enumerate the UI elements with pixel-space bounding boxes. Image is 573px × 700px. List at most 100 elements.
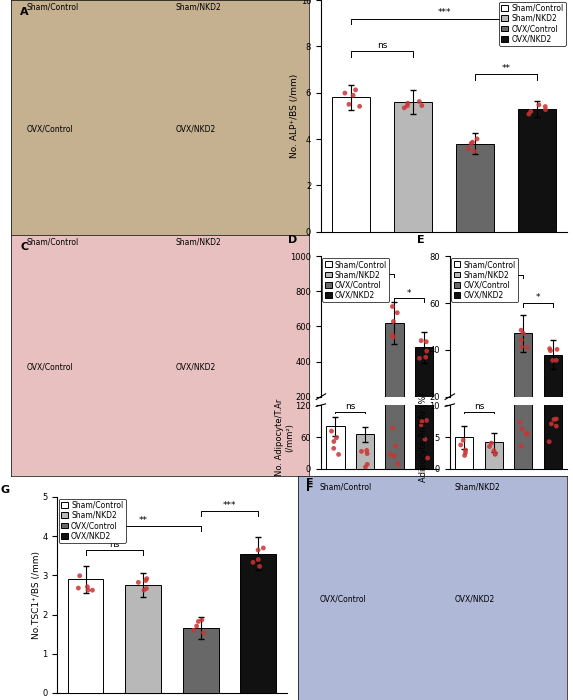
- Text: ***: ***: [487, 265, 501, 274]
- Bar: [455, 437, 473, 469]
- Point: [393, 307, 402, 318]
- Bar: [544, 226, 562, 469]
- Point: [189, 624, 198, 636]
- Point: [388, 422, 397, 433]
- Bar: [356, 435, 374, 469]
- Point: [363, 448, 372, 459]
- Point: [389, 316, 398, 327]
- Point: [458, 424, 467, 435]
- Point: [348, 90, 358, 101]
- Point: [253, 545, 262, 556]
- Point: [355, 101, 364, 112]
- Point: [332, 432, 341, 443]
- Point: [390, 450, 399, 461]
- Bar: [326, 426, 344, 469]
- Point: [461, 447, 470, 458]
- Point: [422, 415, 431, 426]
- Point: [327, 412, 336, 423]
- Point: [351, 84, 360, 95]
- Point: [340, 88, 350, 99]
- Text: OVX/NKD2: OVX/NKD2: [454, 595, 494, 603]
- Text: *: *: [536, 293, 540, 302]
- Text: OVX/NKD2: OVX/NKD2: [175, 125, 215, 134]
- Point: [489, 445, 499, 456]
- Point: [473, 133, 482, 144]
- Point: [458, 435, 468, 446]
- Point: [517, 440, 526, 452]
- Point: [142, 583, 151, 594]
- Point: [388, 301, 397, 312]
- Point: [468, 136, 477, 148]
- Y-axis label: Adipocyte Ar/T.Ar (%): Adipocyte Ar/T.Ar (%): [419, 392, 428, 482]
- Text: **: **: [501, 64, 511, 73]
- Point: [327, 426, 336, 437]
- Point: [421, 433, 430, 444]
- Text: ***: ***: [223, 500, 236, 510]
- Point: [423, 452, 432, 463]
- Point: [422, 336, 431, 347]
- Point: [462, 427, 472, 438]
- Point: [416, 419, 425, 430]
- Point: [334, 449, 343, 460]
- Point: [415, 96, 424, 107]
- Point: [335, 412, 344, 423]
- Point: [466, 138, 476, 149]
- Text: Sham/Control: Sham/Control: [26, 2, 79, 11]
- Text: Sham/NKD2: Sham/NKD2: [175, 2, 221, 11]
- Point: [327, 412, 336, 423]
- Point: [74, 582, 83, 594]
- Point: [329, 414, 338, 425]
- Point: [142, 573, 151, 584]
- Legend: Sham/Control, Sham/NKD2, OVX/Control, OVX/NKD2: Sham/Control, Sham/NKD2, OVX/Control, OV…: [499, 1, 566, 46]
- Bar: [125, 585, 161, 693]
- Legend: Sham/Control, Sham/NKD2, OVX/Control, OVX/NKD2: Sham/Control, Sham/NKD2, OVX/Control, OV…: [59, 498, 125, 542]
- Text: OVX/Control: OVX/Control: [26, 363, 73, 372]
- Point: [364, 413, 374, 424]
- Text: **: **: [139, 517, 148, 526]
- Point: [329, 442, 338, 454]
- Bar: [456, 144, 494, 232]
- Point: [364, 416, 374, 427]
- Point: [541, 104, 550, 116]
- Point: [457, 426, 466, 438]
- Point: [88, 584, 97, 596]
- Text: Sham/Control: Sham/Control: [320, 483, 372, 491]
- Point: [362, 444, 371, 456]
- Text: F: F: [306, 478, 313, 488]
- Text: F: F: [306, 483, 313, 493]
- Point: [255, 561, 264, 572]
- Bar: [68, 580, 103, 693]
- Point: [485, 441, 494, 452]
- Point: [461, 444, 470, 456]
- Point: [363, 458, 372, 470]
- Bar: [514, 333, 532, 444]
- Point: [386, 449, 395, 461]
- Text: ns: ns: [109, 540, 120, 549]
- Point: [517, 424, 527, 435]
- Text: ns: ns: [474, 402, 484, 411]
- Bar: [385, 139, 403, 469]
- Point: [517, 335, 526, 346]
- Point: [464, 143, 473, 154]
- Text: *: *: [407, 288, 411, 298]
- Text: G: G: [0, 485, 9, 495]
- Bar: [356, 420, 374, 432]
- Point: [391, 440, 400, 452]
- Point: [197, 615, 206, 626]
- Bar: [241, 554, 276, 693]
- Point: [487, 438, 496, 449]
- Bar: [385, 323, 403, 432]
- Point: [544, 436, 554, 447]
- Point: [394, 458, 403, 470]
- Point: [361, 415, 370, 426]
- Text: A: A: [21, 7, 29, 17]
- Point: [515, 416, 524, 428]
- Point: [417, 100, 426, 111]
- Legend: Sham/Control, Sham/NKD2, OVX/Control, OVX/NKD2: Sham/Control, Sham/NKD2, OVX/Control, OV…: [323, 258, 389, 302]
- Text: E: E: [417, 235, 425, 245]
- Point: [552, 414, 561, 425]
- Point: [84, 584, 93, 596]
- Point: [541, 101, 550, 112]
- Point: [486, 428, 496, 439]
- Point: [363, 416, 372, 428]
